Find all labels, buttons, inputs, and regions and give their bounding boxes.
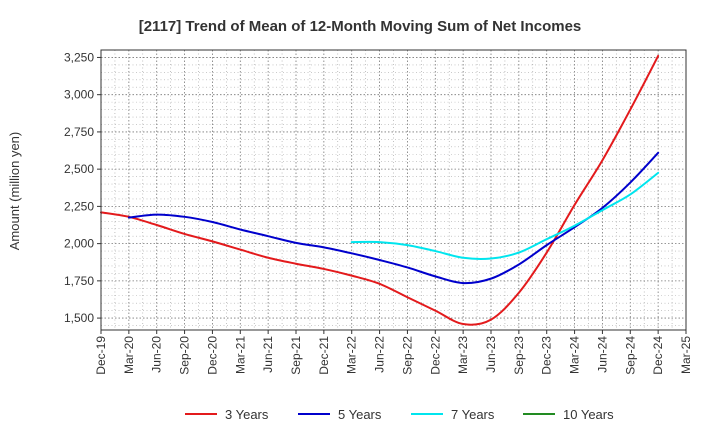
x-tick-label: Sep-24	[623, 336, 637, 375]
x-tick-label: Mar-21	[233, 336, 247, 374]
x-tick-label: Dec-19	[94, 336, 108, 375]
legend: 3 Years 5 Years 7 Years 10 Years	[185, 407, 614, 422]
x-tick-label: Mar-20	[122, 336, 136, 374]
x-tick-label: Sep-21	[289, 336, 303, 375]
legend-label-10-years: 10 Years	[563, 407, 614, 422]
x-tick-label: Sep-23	[512, 336, 526, 375]
y-axis-ticks: 1,500 1,750 2,000 2,250 2,500 2,750 3,000 3,250	[64, 50, 101, 325]
plot-frame	[100, 49, 687, 331]
x-tick-label: Dec-21	[317, 336, 331, 375]
legend-label-7-years: 7 Years	[451, 407, 495, 422]
x-tick-label: Mar-23	[456, 336, 470, 374]
x-tick-label: Mar-25	[679, 336, 693, 374]
x-tick-label: Mar-24	[568, 336, 582, 374]
x-tick-label: Dec-24	[651, 336, 665, 375]
series-line-7-years	[350, 171, 660, 260]
series-line-5-years	[127, 151, 660, 285]
x-tick-label: Sep-22	[400, 336, 414, 375]
x-tick-label: Dec-20	[205, 336, 219, 375]
legend-label-5-years: 5 Years	[338, 407, 382, 422]
y-tick-label: 1,500	[64, 311, 94, 325]
x-tick-label: Jun-24	[595, 336, 609, 373]
y-tick-label: 3,000	[64, 88, 94, 102]
legend-label-3-years: 3 Years	[225, 407, 269, 422]
x-tick-label: Jun-20	[150, 336, 164, 373]
x-tick-label: Dec-23	[540, 336, 554, 375]
y-tick-label: 2,250	[64, 199, 94, 213]
grid-lines	[100, 49, 687, 330]
y-tick-label: 2,750	[64, 125, 94, 139]
x-axis-ticks: Dec-19 Mar-20 Jun-20 Sep-20 Dec-20 Mar-21 Jun-…	[94, 330, 693, 375]
x-tick-label: Dec-22	[428, 336, 442, 375]
series-lines	[100, 54, 660, 326]
x-tick-label: Jun-21	[261, 336, 275, 373]
series-line-3-years	[100, 54, 660, 326]
x-tick-label: Jun-22	[373, 336, 387, 373]
x-tick-label: Sep-20	[178, 336, 192, 375]
x-tick-label: Jun-23	[484, 336, 498, 373]
y-tick-label: 3,250	[64, 50, 94, 64]
y-tick-label: 1,750	[64, 274, 94, 288]
y-tick-label: 2,500	[64, 162, 94, 176]
chart-title: [2117] Trend of Mean of 12-Month Moving …	[139, 18, 582, 35]
x-tick-label: Mar-22	[345, 336, 359, 374]
y-tick-label: 2,000	[64, 237, 94, 251]
y-axis-label: Amount (million yen)	[7, 132, 22, 251]
